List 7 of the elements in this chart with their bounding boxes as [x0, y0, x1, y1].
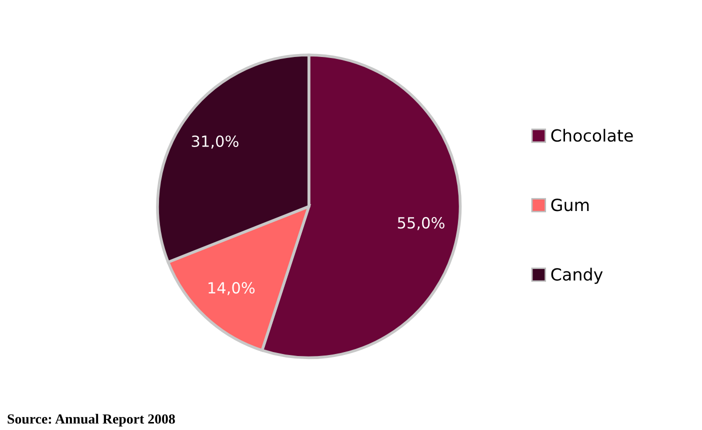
legend-label: Chocolate — [551, 128, 633, 142]
data-label: 14,0% — [208, 282, 255, 296]
legend-label: Candy — [551, 268, 603, 284]
legend-label: Gum — [551, 198, 589, 212]
data-label: 55,0% — [398, 217, 444, 230]
source-note: Source: Annual Report 2008 — [8, 414, 175, 427]
data-label: 31,0% — [192, 135, 238, 149]
